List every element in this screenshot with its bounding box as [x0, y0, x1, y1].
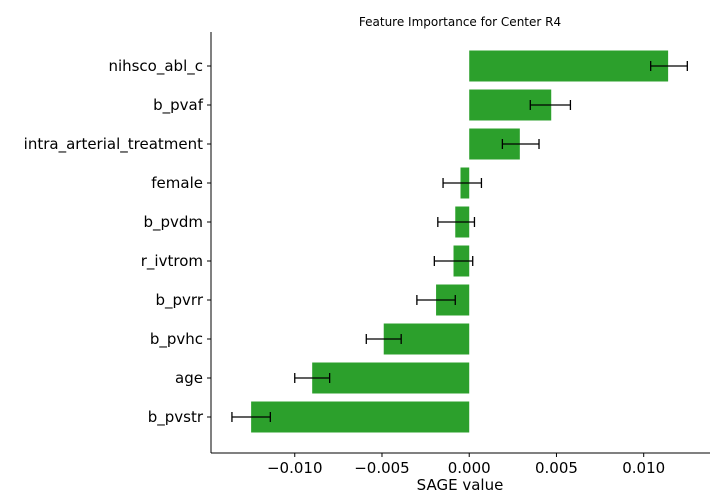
- x-tick-label: 0.005: [535, 459, 578, 477]
- x-tick-label: −0.010: [267, 459, 323, 477]
- y-ticks: nihsco_abl_c b_pvaf intra_arterial_treatme…: [24, 57, 211, 427]
- error-bar-female: [442, 178, 483, 188]
- error-bar-b_pvrr: [416, 295, 456, 305]
- error-bar-age: [294, 373, 331, 383]
- chart-title: Feature Importance for Center R4: [359, 15, 561, 29]
- error-bar-b_pvdm: [437, 217, 476, 227]
- x-tick-label: −0.005: [354, 459, 410, 477]
- bar-age: [312, 362, 470, 394]
- error-bar-b_pvaf: [529, 100, 572, 110]
- y-tick-label: nihsco_abl_c: [108, 57, 203, 76]
- y-tick-label: intra_arterial_treatment: [24, 135, 203, 154]
- error-bar-nihsco_abl_c: [650, 61, 688, 71]
- bar-b_pvstr: [251, 401, 470, 433]
- error-bar-r_ivtrom: [433, 256, 474, 266]
- y-tick-label: b_pvhc: [150, 330, 203, 349]
- x-axis-label: SAGE value: [417, 476, 504, 494]
- y-tick-label: b_pvrr: [156, 291, 204, 310]
- y-tick-label: female: [151, 174, 203, 192]
- y-tick-label: b_pvdm: [143, 213, 203, 232]
- x-ticks: −0.010 −0.005 0.000 0.005 0.010: [267, 453, 665, 477]
- error-bar-b_pvstr: [231, 412, 271, 422]
- y-tick-label: b_pvaf: [153, 96, 204, 115]
- y-tick-label: b_pvstr: [148, 408, 204, 427]
- bar-nihsco_abl_c: [469, 50, 669, 82]
- x-tick-label: 0.000: [448, 459, 491, 477]
- error-bar-b_pvhc: [365, 334, 402, 344]
- y-tick-label: r_ivtrom: [141, 252, 203, 271]
- error-bar-intra_arterial_treatment: [501, 139, 540, 149]
- plot-area: [231, 50, 688, 433]
- y-tick-label: age: [175, 369, 203, 387]
- x-tick-label: 0.010: [622, 459, 665, 477]
